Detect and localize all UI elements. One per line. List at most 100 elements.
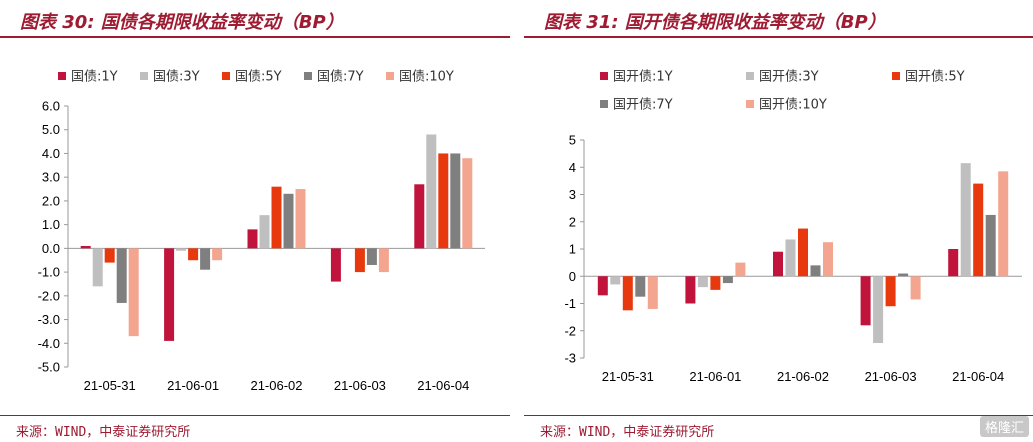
bar-3Y-21-06-04 — [961, 163, 971, 276]
bar-10Y-21-05-31 — [129, 248, 139, 336]
legend-swatch-1Y — [600, 72, 608, 80]
chart-title: 图表 30: 国债各期限收益率变动（BP） — [20, 8, 344, 34]
bar-7Y-21-06-03 — [367, 248, 377, 265]
y-tick-label: -2.0 — [38, 288, 60, 303]
bar-5Y-21-06-04 — [438, 153, 448, 248]
bar-1Y-21-06-04 — [948, 249, 958, 276]
bar-1Y-21-05-31 — [598, 276, 608, 295]
x-tick-label: 21-06-04 — [952, 369, 1004, 384]
legend-swatch-7Y — [304, 72, 312, 80]
bar-1Y-21-05-31 — [81, 246, 91, 248]
legend-swatch-10Y — [386, 72, 394, 80]
bar-5Y-21-06-04 — [973, 184, 983, 277]
bar-7Y-21-06-03 — [898, 274, 908, 277]
bar-3Y-21-05-31 — [93, 248, 103, 286]
legend-swatch-10Y — [746, 100, 754, 108]
bar-3Y-21-06-02 — [260, 215, 270, 248]
y-tick-label: 3.0 — [42, 170, 60, 185]
x-tick-label: 21-06-01 — [689, 369, 741, 384]
bar-10Y-21-06-04 — [462, 158, 472, 248]
y-tick-label: -1.0 — [38, 265, 60, 280]
bar-3Y-21-05-31 — [610, 276, 620, 284]
bar-10Y-21-06-03 — [379, 248, 389, 272]
bar-3Y-21-06-02 — [786, 239, 796, 276]
bar-10Y-21-06-02 — [296, 189, 306, 248]
source-bar: 来源：WIND，中泰证券研究所 — [0, 415, 510, 442]
legend-label-1Y: 国债:1Y — [71, 70, 118, 85]
y-tick-label: 0 — [569, 269, 576, 284]
bar-5Y-21-06-03 — [355, 248, 365, 272]
bar-10Y-21-06-02 — [823, 242, 833, 276]
y-tick-label: -1 — [564, 296, 576, 311]
bar-3Y-21-06-01 — [176, 248, 186, 250]
bar-1Y-21-06-02 — [248, 229, 258, 248]
bar-1Y-21-06-02 — [773, 252, 783, 277]
x-tick-label: 21-06-02 — [250, 378, 302, 393]
bar-10Y-21-06-01 — [212, 248, 222, 260]
bar-7Y-21-06-04 — [986, 215, 996, 276]
legend-label-3Y: 国债:3Y — [153, 70, 200, 85]
y-tick-label: 5.0 — [42, 122, 60, 137]
x-tick-label: 21-05-31 — [84, 378, 136, 393]
y-tick-label: 4.0 — [42, 146, 60, 161]
x-tick-label: 21-06-03 — [334, 378, 386, 393]
y-tick-label: 1 — [569, 242, 576, 257]
legend-swatch-7Y — [600, 100, 608, 108]
bar-1Y-21-06-03 — [331, 248, 341, 281]
y-tick-label: 1.0 — [42, 217, 60, 232]
bar-5Y-21-06-01 — [710, 276, 720, 290]
bar-5Y-21-06-01 — [188, 248, 198, 260]
y-tick-label: 0.0 — [42, 241, 60, 256]
y-tick-label: -2 — [564, 323, 576, 338]
bar-7Y-21-06-04 — [450, 153, 460, 248]
x-tick-label: 21-05-31 — [602, 369, 654, 384]
bar-7Y-21-06-02 — [811, 265, 821, 276]
source-bar: 来源：WIND，中泰证券研究所 — [524, 415, 1033, 442]
legend-swatch-3Y — [140, 72, 148, 80]
legend-swatch-1Y — [58, 72, 66, 80]
title-bar: 图表 31: 国开债各期限收益率变动（BP） — [524, 0, 1033, 38]
bar-7Y-21-05-31 — [117, 248, 127, 303]
source-note: 来源：WIND，中泰证券研究所 — [16, 421, 190, 440]
legend-swatch-5Y — [892, 72, 900, 80]
bar-7Y-21-06-01 — [200, 248, 210, 269]
source-note: 来源：WIND，中泰证券研究所 — [540, 421, 714, 440]
bar-10Y-21-06-03 — [911, 276, 921, 299]
bar-3Y-21-06-01 — [698, 276, 708, 287]
y-tick-label: -5.0 — [38, 360, 60, 375]
y-tick-label: 2 — [569, 214, 576, 229]
bar-5Y-21-05-31 — [105, 248, 115, 262]
legend-label-1Y: 国开债:1Y — [613, 70, 673, 85]
legend-swatch-3Y — [746, 72, 754, 80]
legend-label-3Y: 国开债:3Y — [759, 70, 819, 85]
chart-panel-right: 图表 31: 国开债各期限收益率变动（BP） 5 4 3 2 1 0 -1 -2 -3 21-05… — [524, 0, 1033, 441]
legend-label-5Y: 国债:5Y — [235, 70, 282, 85]
legend-label-7Y: 国债:7Y — [317, 70, 364, 85]
y-tick-label: -3 — [564, 351, 576, 366]
legend-label-10Y: 国债:10Y — [399, 70, 454, 85]
chart-title: 图表 31: 国开债各期限收益率变动（BP） — [544, 8, 886, 34]
y-tick-label: 2.0 — [42, 193, 60, 208]
watermark-logo: 格隆汇 — [980, 416, 1029, 437]
legend-label-5Y: 国开债:5Y — [905, 70, 965, 85]
y-tick-label: -4.0 — [38, 336, 60, 351]
title-bar: 图表 30: 国债各期限收益率变动（BP） — [0, 0, 510, 38]
legend-swatch-5Y — [222, 72, 230, 80]
x-tick-label: 21-06-02 — [777, 369, 829, 384]
y-tick-label: 3 — [569, 187, 576, 202]
bar-7Y-21-05-31 — [635, 276, 645, 296]
bar-10Y-21-06-01 — [735, 263, 745, 277]
x-tick-label: 21-06-04 — [417, 378, 469, 393]
bar-chart-treasury: 6.05.04.03.02.01.00.0-1.0-2.0-3.0-4.0-5.… — [0, 40, 510, 412]
bar-1Y-21-06-04 — [414, 184, 424, 248]
bar-7Y-21-06-01 — [723, 276, 733, 283]
legend-label-7Y: 国开债:7Y — [613, 98, 673, 113]
legend-label-10Y: 国开债:10Y — [759, 98, 827, 113]
bar-10Y-21-06-04 — [998, 171, 1008, 276]
bar-3Y-21-06-03 — [873, 276, 883, 343]
y-tick-label: 5 — [569, 133, 576, 148]
bar-3Y-21-06-04 — [426, 134, 436, 248]
y-tick-label: 4 — [569, 160, 576, 175]
y-tick-label: -3.0 — [38, 312, 60, 327]
